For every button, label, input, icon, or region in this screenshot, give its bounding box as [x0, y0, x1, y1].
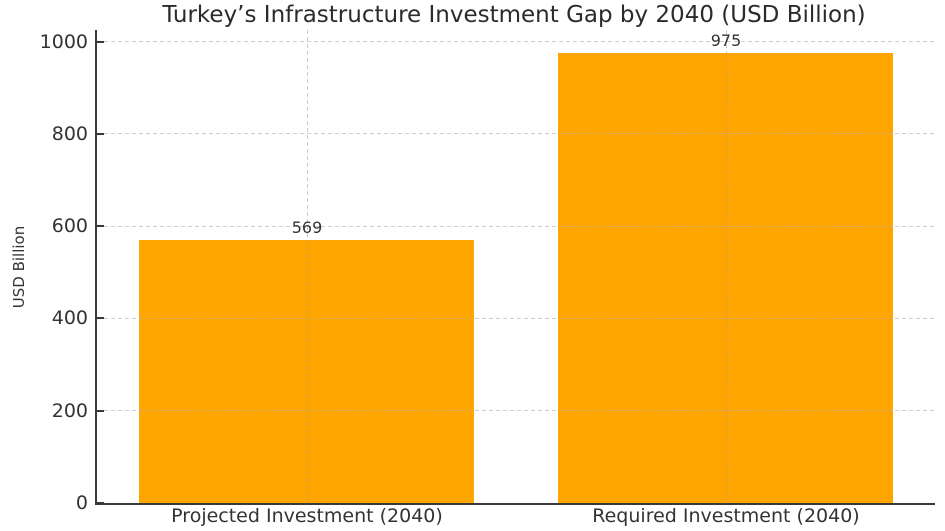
y-tick-mark [97, 132, 104, 135]
x-gridline [726, 30, 727, 503]
y-axis-title: USD Billion [10, 225, 28, 309]
y-gridline [97, 41, 935, 43]
y-tick-label: 600 [51, 215, 88, 238]
y-tick-mark [97, 409, 104, 412]
y-gridline [97, 317, 935, 319]
x-tick-label: Required Investment (2040) [592, 505, 860, 527]
x-gridline [307, 30, 308, 503]
y-tick-label: 400 [51, 307, 88, 330]
bar-0 [139, 240, 474, 503]
y-tick-mark [97, 225, 104, 228]
bar-1 [558, 53, 893, 503]
y-tick-mark [97, 40, 104, 43]
chart-title: Turkey’s Infrastructure Investment Gap b… [162, 2, 866, 28]
y-gridline [97, 225, 935, 227]
plot-area: 569 975 [95, 30, 935, 505]
y-tick-mark [97, 317, 104, 320]
y-gridline [97, 410, 935, 412]
y-gridline [97, 133, 935, 135]
y-tick-label: 200 [51, 399, 88, 422]
y-tick-label: 1000 [39, 30, 88, 53]
bar-value-label: 975 [710, 31, 742, 50]
y-tick-mark [97, 502, 104, 504]
x-tick-label: Projected Investment (2040) [171, 505, 443, 527]
y-tick-label: 800 [51, 122, 88, 145]
y-tick-label: 0 [75, 492, 88, 514]
bar-value-label: 569 [291, 218, 323, 237]
